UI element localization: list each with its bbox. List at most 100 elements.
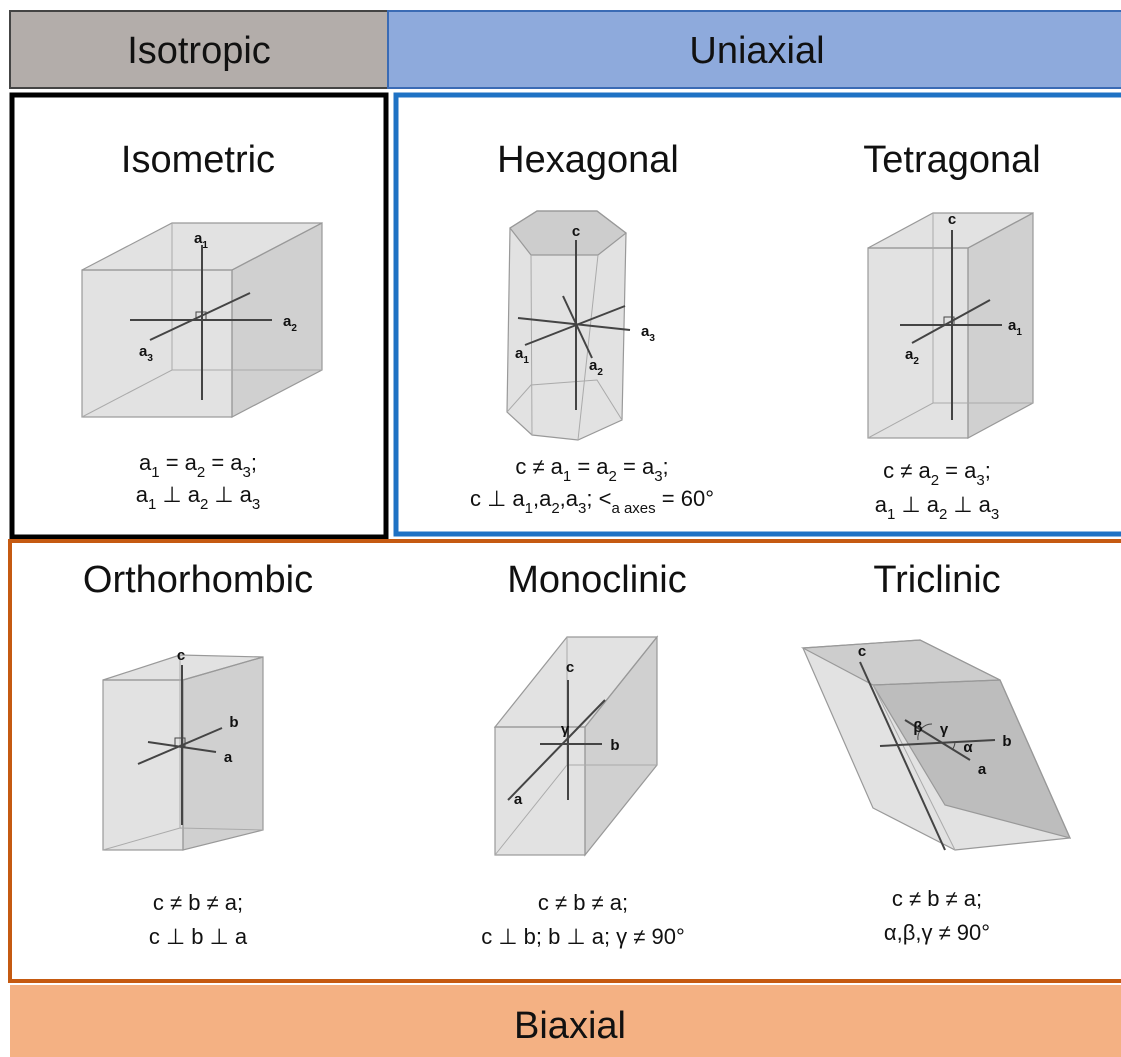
formula: c ⊥ a1,a2,a3; <a axes = 60° [470, 486, 714, 517]
formula: a1 ⊥ a2 ⊥ a3 [875, 492, 1000, 523]
subscript: 3 [654, 468, 662, 485]
subscript: 1 [1016, 327, 1022, 338]
subscript: 2 [200, 496, 208, 513]
subscript: 3 [243, 464, 251, 481]
text-part: c [858, 643, 866, 660]
text-part: a [978, 761, 987, 778]
text-part: a [139, 450, 152, 475]
monoclinic-crystal [493, 635, 659, 857]
text-part: γ [940, 721, 949, 738]
axis-label: c [948, 211, 956, 228]
axis-label: a3 [641, 323, 655, 344]
formula: c ≠ a2 = a3; [883, 458, 991, 489]
axis-label: γ [940, 721, 949, 738]
axis-label: γ [561, 721, 570, 738]
text-part: ; [663, 454, 669, 479]
axis-label: a [224, 749, 233, 766]
formula: a1 ⊥ a2 ⊥ a3 [136, 482, 261, 513]
text-part: c ≠ b ≠ a; [153, 890, 243, 915]
axis-label: b [610, 737, 619, 754]
text-part: ; < [586, 486, 611, 511]
subscript: 2 [551, 500, 559, 517]
text-part: α [963, 739, 973, 756]
axis-label: b [229, 714, 238, 731]
system-title: Tetragonal [863, 139, 1040, 181]
subscript: 2 [597, 367, 603, 378]
axis-label: c [858, 643, 866, 660]
axis-label: a2 [589, 357, 603, 378]
text-part: c [566, 659, 574, 676]
text-part: a [905, 346, 914, 363]
text-part: a [194, 230, 203, 247]
subscript: 2 [291, 323, 297, 334]
text-part: a [641, 323, 650, 340]
text-part: β [913, 719, 922, 736]
text-part: c ⊥ b ⊥ a [149, 924, 248, 949]
subscript: 1 [202, 240, 208, 251]
axis-label: c [177, 647, 185, 664]
text-part: c ≠ b ≠ a; [538, 890, 628, 915]
formula: c ≠ b ≠ a; [892, 886, 982, 911]
uniaxial-label: Uniaxial [689, 30, 824, 72]
formula: c ⊥ b; b ⊥ a; γ ≠ 90° [481, 924, 685, 949]
axis-label: a [514, 791, 523, 808]
subscript: 3 [976, 472, 984, 489]
axis-label: a2 [905, 346, 919, 367]
system-title: Isometric [121, 139, 275, 181]
subscript: 1 [887, 506, 895, 523]
formula: c ≠ b ≠ a; [153, 890, 243, 915]
formula: α,β,γ ≠ 90° [884, 920, 990, 945]
text-part: = a [939, 458, 977, 483]
subscript: a axes [611, 500, 655, 517]
text-part: c [177, 647, 185, 664]
axis-label: a2 [283, 313, 297, 334]
axis-label: b [1002, 733, 1011, 750]
subscript: 2 [913, 356, 919, 367]
axis-label: a1 [1008, 317, 1022, 338]
axis-label: a1 [515, 345, 529, 366]
text-part: ; [985, 458, 991, 483]
text-part: γ [561, 721, 570, 738]
uniaxial-box [393, 92, 1121, 537]
subscript: 3 [991, 506, 999, 523]
text-part: ⊥ a [156, 482, 200, 507]
text-part: b [229, 714, 238, 731]
hexagonal-crystal [506, 210, 631, 441]
text-part: c [948, 211, 956, 228]
text-part: = a [160, 450, 198, 475]
text-part: c ≠ a [883, 458, 931, 483]
system-title: Monoclinic [507, 559, 687, 601]
text-part: ⊥ a [208, 482, 252, 507]
isometric-box [9, 92, 389, 540]
subscript: 2 [939, 506, 947, 523]
axis-label: α [963, 739, 973, 756]
text-part: = a [205, 450, 243, 475]
text-part: α,β,γ ≠ 90° [884, 920, 990, 945]
subscript: 1 [148, 496, 156, 513]
subscript: 3 [578, 500, 586, 517]
text-part: a [875, 492, 888, 517]
text-part: c ⊥ b; b ⊥ a; γ ≠ 90° [481, 924, 685, 949]
subscript: 3 [147, 353, 153, 364]
text-part: a [589, 357, 598, 374]
subscript: 1 [563, 468, 571, 485]
text-part: ⊥ a [895, 492, 939, 517]
text-part: ; [251, 450, 257, 475]
isotropic-label: Isotropic [127, 30, 271, 72]
system-title: Orthorhombic [83, 559, 313, 601]
subscript: 2 [931, 472, 939, 489]
text-part: c [572, 223, 580, 240]
text-part: b [610, 737, 619, 754]
subscript: 3 [649, 333, 655, 344]
text-part: c ≠ a [515, 454, 563, 479]
text-part: c ≠ b ≠ a; [892, 886, 982, 911]
axis-label: c [572, 223, 580, 240]
subscript: 1 [523, 355, 529, 366]
text-part: = 60° [656, 486, 714, 511]
formula: c ≠ a1 = a2 = a3; [515, 454, 668, 485]
isometric-crystal [81, 222, 323, 418]
isotropic-band [9, 10, 389, 89]
triclinic-crystal [800, 639, 1072, 851]
axis-label: β [913, 719, 922, 736]
